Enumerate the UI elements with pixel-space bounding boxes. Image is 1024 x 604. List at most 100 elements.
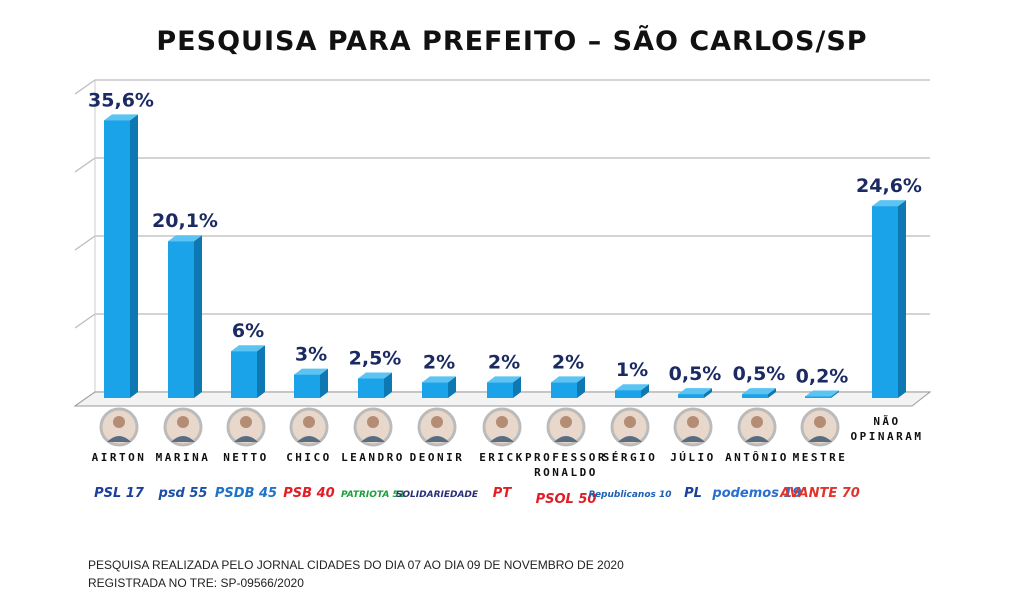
bar-top bbox=[805, 390, 839, 397]
party-logo: PSL 17 bbox=[94, 486, 145, 501]
bar bbox=[168, 241, 194, 398]
bar bbox=[872, 206, 898, 398]
bar bbox=[422, 382, 448, 398]
bar bbox=[805, 396, 831, 398]
bar-side bbox=[320, 368, 328, 398]
category-label: DEONIR bbox=[410, 451, 465, 464]
bar-top bbox=[231, 345, 265, 352]
data-label: 6% bbox=[232, 320, 264, 342]
gridline-side bbox=[74, 235, 96, 251]
candidate-photo-face bbox=[303, 416, 315, 428]
candidate-photo-body bbox=[425, 436, 449, 442]
bar-side bbox=[831, 390, 839, 398]
party-logo: psd 55 bbox=[158, 486, 208, 501]
bar-side bbox=[577, 376, 585, 398]
candidate-photo-body bbox=[745, 436, 769, 442]
party-logo: SOLIDARIEDADE bbox=[396, 490, 479, 500]
category-label: NETTO bbox=[223, 451, 269, 464]
bar bbox=[104, 120, 130, 398]
category-label: OPINARAM bbox=[851, 430, 924, 443]
data-label: 0,5% bbox=[733, 363, 786, 385]
candidate-photo-body bbox=[490, 436, 514, 442]
category-label: JÚLIO bbox=[670, 451, 716, 464]
candidate-photo-face bbox=[177, 416, 189, 428]
category-label: RONALDO bbox=[534, 466, 598, 479]
data-label: 2% bbox=[488, 351, 520, 373]
candidate-photo-body bbox=[618, 436, 642, 442]
candidate-photo-face bbox=[240, 416, 252, 428]
candidate-photo-body bbox=[681, 436, 705, 442]
bar-top bbox=[168, 235, 202, 242]
footnote-line-1: PESQUISA REALIZADA PELO JORNAL CIDADES D… bbox=[88, 558, 624, 572]
bar-top bbox=[678, 388, 712, 395]
bar-side bbox=[384, 372, 392, 398]
candidate-photo-body bbox=[171, 436, 195, 442]
chart-title: PESQUISA PARA PREFEITO – SÃO CARLOS/SP bbox=[156, 26, 868, 57]
candidate-photo-face bbox=[687, 416, 699, 428]
bar-side bbox=[704, 388, 712, 398]
data-label: 35,6% bbox=[88, 89, 154, 111]
gridline-side bbox=[74, 157, 96, 173]
bar-side bbox=[257, 345, 265, 398]
candidate-photo-face bbox=[814, 416, 826, 428]
party-logo: PSDB 45 bbox=[215, 486, 277, 501]
bar bbox=[294, 374, 320, 398]
candidate-photo-face bbox=[431, 416, 443, 428]
party-logo: PATRIOTA 51 bbox=[341, 490, 405, 500]
candidate-photo-face bbox=[367, 416, 379, 428]
candidate-photo-face bbox=[113, 416, 125, 428]
party-logo: Republicanos 10 bbox=[588, 490, 671, 500]
party-logo: PSOL 50 bbox=[536, 492, 597, 507]
candidate-photo-face bbox=[560, 416, 572, 428]
footnote-line-2: REGISTRADA NO TRE: SP-09566/2020 bbox=[88, 576, 304, 590]
candidate-photo-face bbox=[624, 416, 636, 428]
bar-top bbox=[104, 114, 138, 121]
category-label: CHICO bbox=[286, 451, 332, 464]
data-label: 3% bbox=[295, 344, 327, 366]
bar-top bbox=[422, 376, 456, 383]
bar bbox=[487, 382, 513, 398]
bar bbox=[742, 394, 768, 398]
party-logo: PL bbox=[684, 486, 702, 501]
bar-side bbox=[898, 200, 906, 398]
bar-top bbox=[615, 384, 649, 391]
candidate-photo-face bbox=[751, 416, 763, 428]
category-label: ERICK bbox=[479, 451, 525, 464]
category-label: LEANDRO bbox=[341, 451, 405, 464]
bar-top bbox=[551, 376, 585, 383]
candidate-photo-body bbox=[361, 436, 385, 442]
candidate-photo-body bbox=[554, 436, 578, 442]
chart-floor bbox=[73, 391, 932, 407]
bar-side bbox=[448, 376, 456, 398]
bar-top bbox=[487, 376, 521, 383]
bar-top bbox=[294, 368, 328, 375]
category-label: MESTRE bbox=[793, 451, 848, 464]
candidate-photo-body bbox=[808, 436, 832, 442]
category-label: ANTÔNIO bbox=[725, 451, 789, 464]
candidate-photo-body bbox=[234, 436, 258, 442]
data-label: 2% bbox=[552, 351, 584, 373]
category-label: MARINA bbox=[156, 451, 211, 464]
party-logo: PSB 40 bbox=[283, 486, 334, 501]
bar-side bbox=[768, 388, 776, 398]
gridline-side bbox=[74, 79, 96, 95]
bar bbox=[358, 378, 384, 398]
data-label: 20,1% bbox=[152, 210, 218, 232]
bar bbox=[231, 351, 257, 398]
data-label: 2,5% bbox=[349, 348, 402, 370]
bar-side bbox=[641, 384, 649, 398]
bar-top bbox=[872, 200, 906, 207]
party-logo: AVANTE 70 bbox=[779, 486, 860, 501]
data-label: 24,6% bbox=[856, 175, 922, 197]
data-label: 2% bbox=[423, 351, 455, 373]
party-logo: podemos 19 bbox=[711, 486, 801, 501]
bar bbox=[551, 382, 577, 398]
bar-side bbox=[513, 376, 521, 398]
bar-side bbox=[194, 235, 202, 398]
bar bbox=[615, 390, 641, 398]
category-label: AIRTON bbox=[92, 451, 147, 464]
data-label: 0,5% bbox=[669, 363, 722, 385]
candidate-photo-face bbox=[496, 416, 508, 428]
data-label: 0,2% bbox=[796, 365, 849, 387]
